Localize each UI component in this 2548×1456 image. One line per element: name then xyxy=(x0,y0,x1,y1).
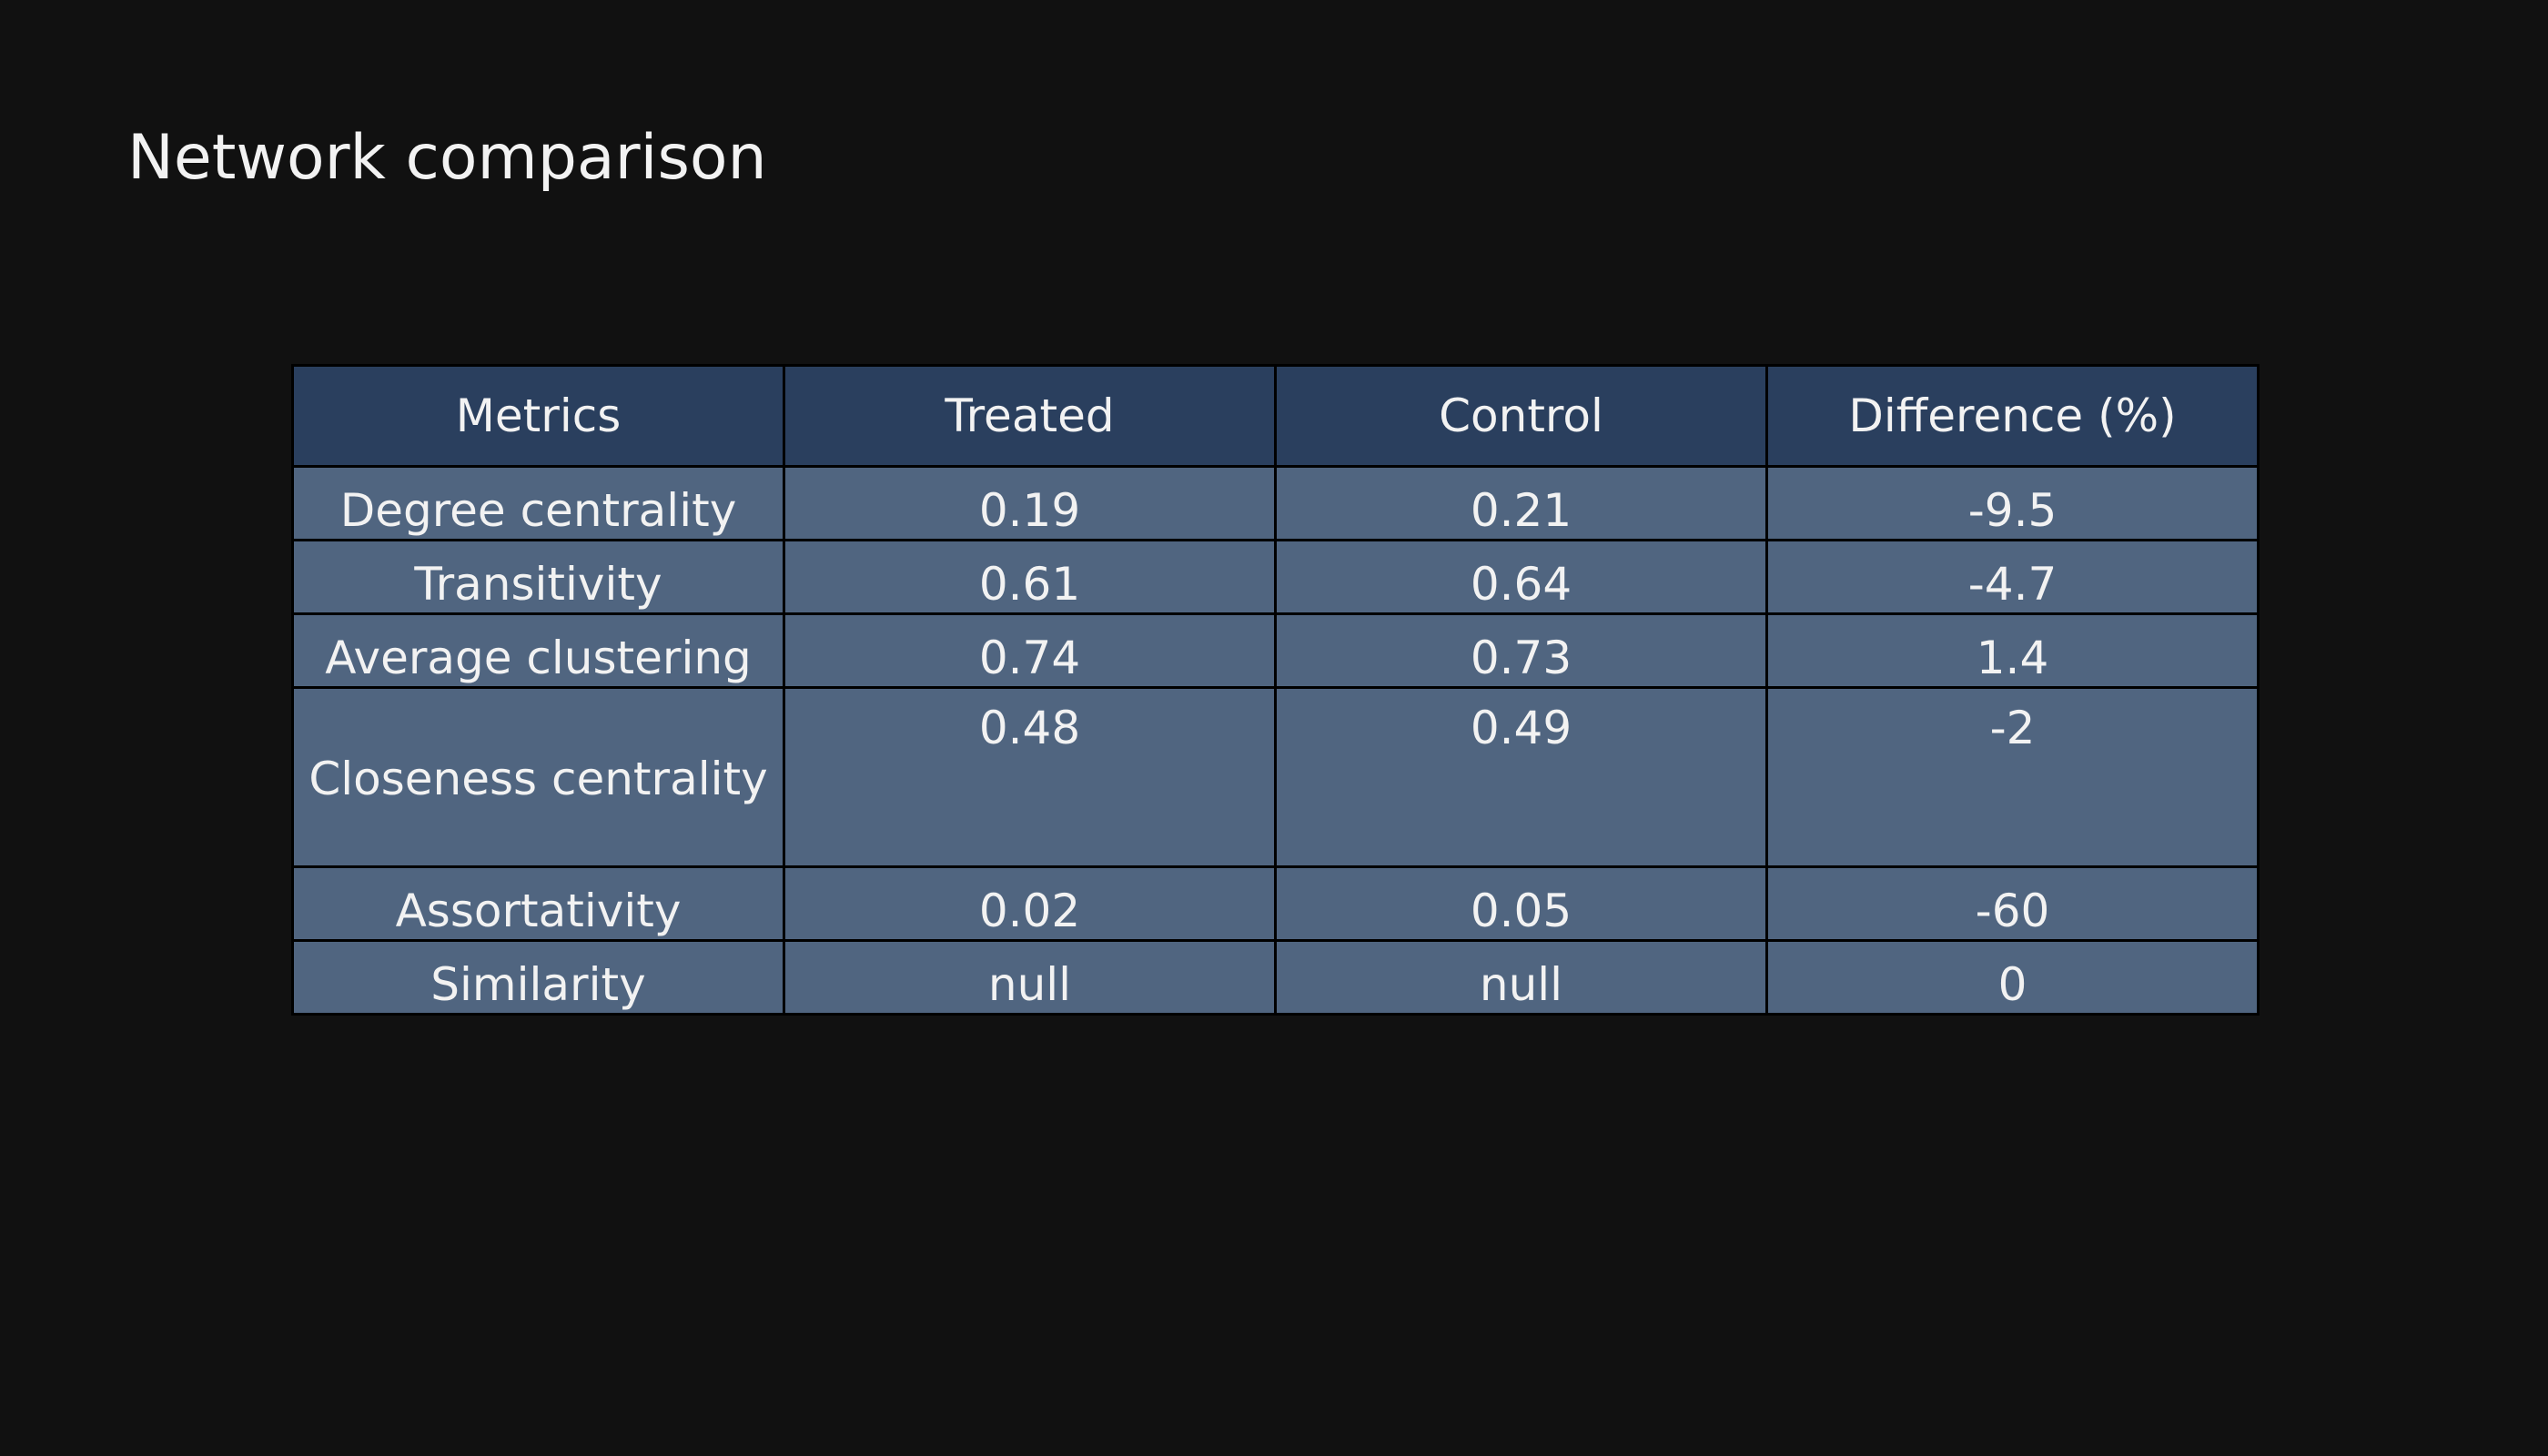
control-cell: 0.49 xyxy=(1274,686,1768,868)
treated-cell: 0.19 xyxy=(783,465,1277,541)
treated-cell: 0.02 xyxy=(783,865,1277,942)
table-row: Transitivity 0.61 0.64 -4.7 xyxy=(291,539,2260,615)
metric-cell: Similarity xyxy=(291,939,785,1016)
control-cell: null xyxy=(1274,939,1768,1016)
treated-cell: 0.61 xyxy=(783,539,1277,615)
metric-cell: Degree centrality xyxy=(291,465,785,541)
control-cell: 0.73 xyxy=(1274,612,1768,689)
header-control: Control xyxy=(1274,364,1768,468)
treated-cell: 0.48 xyxy=(783,686,1277,868)
header-metrics: Metrics xyxy=(291,364,785,468)
comparison-table: Metrics Treated Control Difference (%) D… xyxy=(291,364,2260,1016)
control-cell: 0.05 xyxy=(1274,865,1768,942)
header-difference: Difference (%) xyxy=(1765,364,2260,468)
header-row: Metrics Treated Control Difference (%) xyxy=(291,364,2260,468)
table-row: Average clustering 0.74 0.73 1.4 xyxy=(291,612,2260,689)
difference-cell: 1.4 xyxy=(1765,612,2260,689)
table-row: Similarity null null 0 xyxy=(291,939,2260,1016)
treated-cell: null xyxy=(783,939,1277,1016)
difference-cell: 0 xyxy=(1765,939,2260,1016)
metric-cell: Transitivity xyxy=(291,539,785,615)
difference-cell: -4.7 xyxy=(1765,539,2260,615)
control-cell: 0.21 xyxy=(1274,465,1768,541)
table-row: Closeness centrality 0.48 0.49 -2 xyxy=(291,686,2260,868)
difference-cell: -9.5 xyxy=(1765,465,2260,541)
control-cell: 0.64 xyxy=(1274,539,1768,615)
header-treated: Treated xyxy=(783,364,1277,468)
metric-cell: Average clustering xyxy=(291,612,785,689)
table-row: Assortativity 0.02 0.05 -60 xyxy=(291,865,2260,942)
metric-cell: Closeness centrality xyxy=(291,686,785,868)
chart-title: Network comparison xyxy=(127,122,767,194)
difference-cell: -2 xyxy=(1765,686,2260,868)
treated-cell: 0.74 xyxy=(783,612,1277,689)
metric-cell: Assortativity xyxy=(291,865,785,942)
table-row: Degree centrality 0.19 0.21 -9.5 xyxy=(291,465,2260,541)
difference-cell: -60 xyxy=(1765,865,2260,942)
